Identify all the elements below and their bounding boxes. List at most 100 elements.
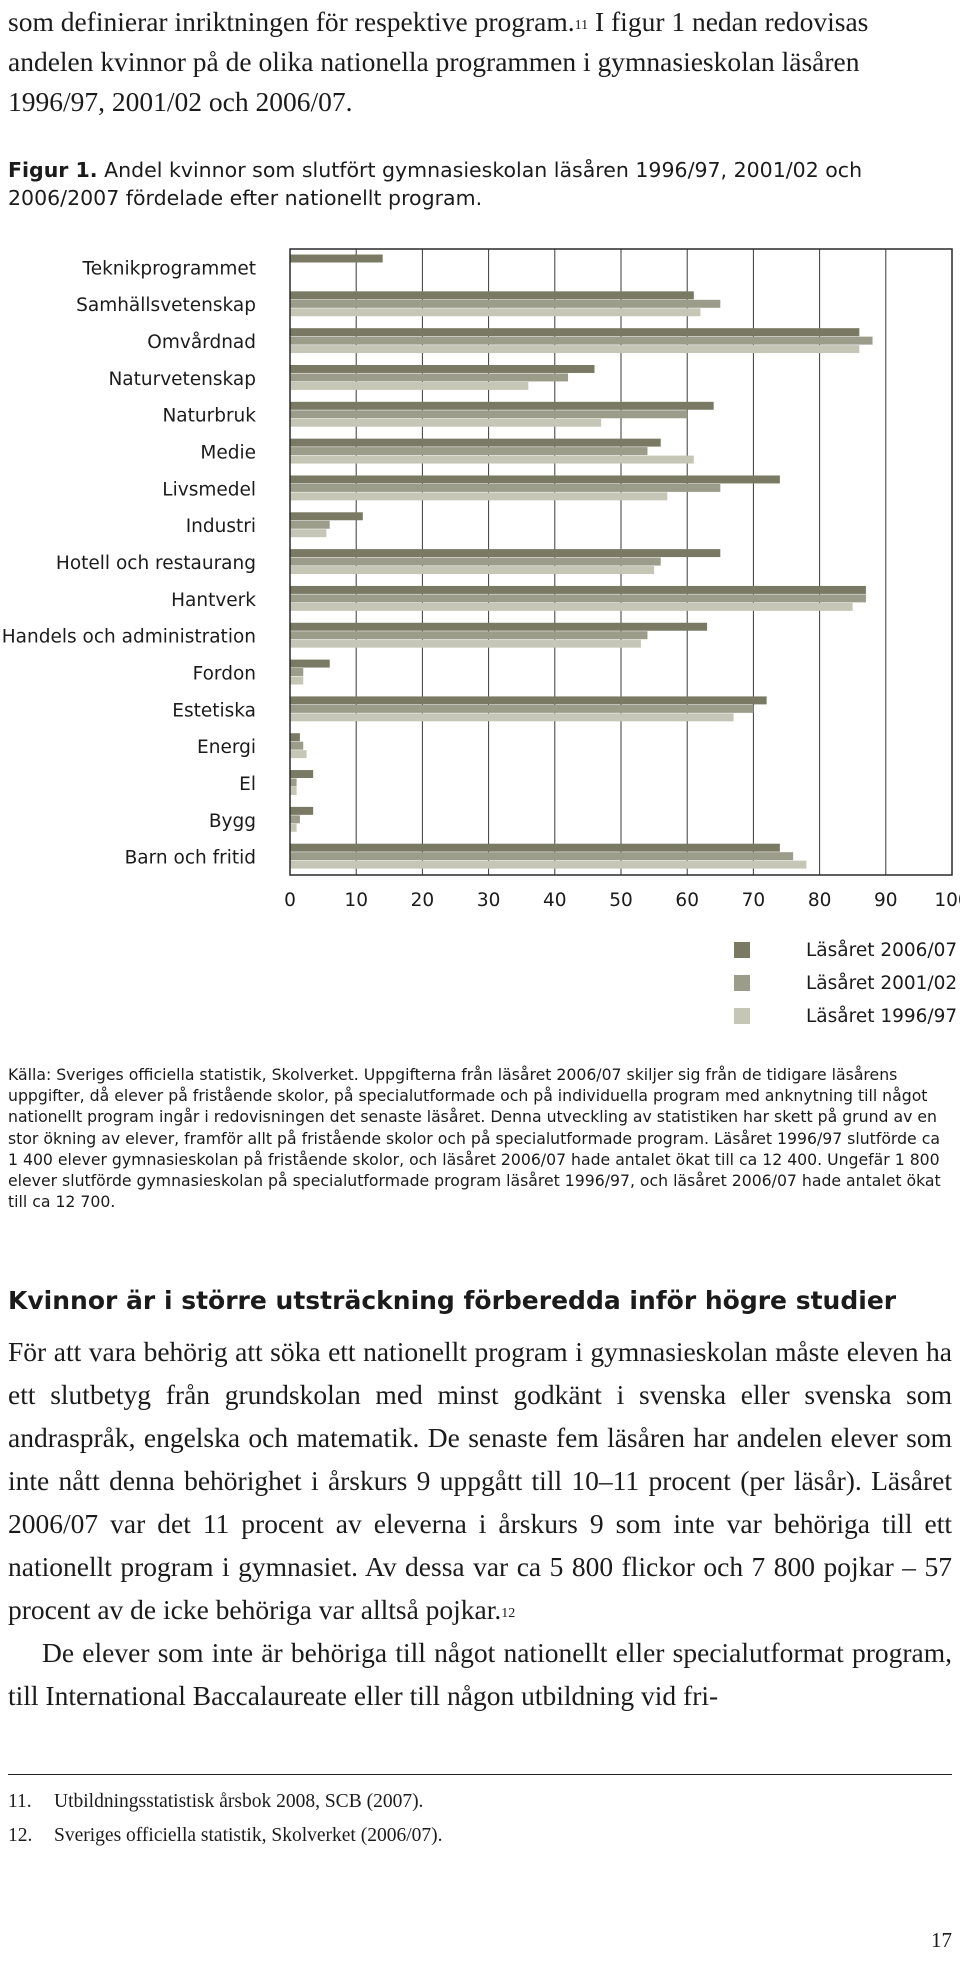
bar bbox=[290, 750, 307, 759]
bar bbox=[290, 823, 297, 832]
category-label: Barn och fritid bbox=[125, 848, 256, 869]
footnotes: 11. Utbildningsstatistisk årsbok 2008, S… bbox=[8, 1785, 443, 1853]
body-text: För att vara behörig att söka ett nation… bbox=[8, 1330, 952, 1717]
bar bbox=[290, 843, 780, 852]
bar bbox=[290, 475, 780, 484]
bar bbox=[290, 549, 721, 558]
bar bbox=[290, 852, 794, 861]
legend-swatch bbox=[734, 975, 750, 991]
legend-label: Läsåret 1996/97 bbox=[806, 1006, 957, 1027]
x-tick-label: 40 bbox=[543, 890, 567, 911]
footnote-text: Utbildningsstatistisk årsbok 2008, SCB (… bbox=[54, 1791, 424, 1812]
x-tick-label: 100 bbox=[934, 890, 960, 911]
category-label: Naturbruk bbox=[162, 406, 256, 427]
bar bbox=[290, 492, 668, 501]
bar bbox=[290, 786, 297, 795]
bar bbox=[290, 512, 363, 521]
bar bbox=[290, 631, 648, 640]
bar bbox=[290, 639, 641, 648]
page-number: 17 bbox=[931, 1928, 952, 1952]
bar bbox=[290, 438, 661, 447]
body-paragraph-1-text: För att vara behörig att söka ett nation… bbox=[8, 1336, 952, 1625]
bar bbox=[290, 299, 721, 308]
category-label: Samhällsvetenskap bbox=[76, 295, 256, 316]
bar bbox=[290, 254, 383, 263]
x-tick-label: 60 bbox=[675, 890, 699, 911]
bar bbox=[290, 741, 304, 750]
bar bbox=[290, 381, 529, 390]
bar bbox=[290, 447, 648, 456]
bar bbox=[290, 806, 314, 815]
figure-caption-text: Andel kvinnor som slutfört gymnasieskola… bbox=[8, 158, 863, 210]
footnote-divider bbox=[8, 1774, 952, 1775]
bar bbox=[290, 668, 304, 677]
bar bbox=[290, 778, 297, 787]
legend-swatch bbox=[734, 942, 750, 958]
bar bbox=[290, 529, 327, 538]
figure-label: Figur 1. bbox=[8, 158, 98, 182]
bar bbox=[290, 345, 860, 354]
x-tick-label: 70 bbox=[742, 890, 766, 911]
bar bbox=[290, 373, 569, 382]
category-label: Livsmedel bbox=[162, 479, 256, 500]
bar bbox=[290, 483, 721, 492]
x-tick-label: 80 bbox=[808, 890, 832, 911]
section-heading: Kvinnor är i större utsträckning förbere… bbox=[8, 1286, 897, 1315]
bar bbox=[290, 364, 595, 373]
bar bbox=[290, 602, 853, 611]
bar bbox=[290, 455, 694, 464]
category-label: Omvårdnad bbox=[147, 332, 256, 353]
bar bbox=[290, 566, 655, 575]
footnote-number: 12. bbox=[8, 1825, 33, 1846]
footnote-ref-12: 12 bbox=[501, 1606, 516, 1621]
bar bbox=[290, 418, 602, 427]
footnote-ref-11: 11 bbox=[574, 18, 589, 33]
bar bbox=[290, 770, 314, 779]
x-tick-label: 0 bbox=[284, 890, 296, 911]
footnote-text: Sveriges officiella statistik, Skolverke… bbox=[54, 1825, 443, 1846]
x-tick-label: 20 bbox=[411, 890, 435, 911]
bar bbox=[290, 520, 330, 529]
body-paragraph-2: De elever som inte är behöriga till någo… bbox=[8, 1637, 952, 1711]
bar bbox=[290, 860, 807, 869]
bar bbox=[290, 696, 767, 705]
category-label: Fordon bbox=[193, 663, 256, 684]
category-label: Naturvetenskap bbox=[108, 369, 256, 390]
bar bbox=[290, 410, 688, 419]
footnote-12: 12. Sveriges officiella statistik, Skolv… bbox=[8, 1819, 443, 1853]
bar bbox=[290, 622, 708, 631]
legend-label: Läsåret 2006/07 bbox=[806, 940, 957, 961]
bar bbox=[290, 308, 701, 317]
bar bbox=[290, 704, 754, 713]
intro-paragraph: som definierar inriktningen för respekti… bbox=[8, 2, 953, 122]
source-note: Källa: Sveriges officiella statistik, Sk… bbox=[8, 1065, 941, 1212]
body-paragraph-1: För att vara behörig att söka ett nation… bbox=[8, 1330, 952, 1631]
intro-text: som definierar inriktningen för respekti… bbox=[8, 6, 575, 37]
bar bbox=[290, 401, 714, 410]
x-tick-label: 10 bbox=[344, 890, 368, 911]
bar bbox=[290, 733, 300, 742]
legend-swatch bbox=[734, 1008, 750, 1024]
category-label: Handels och administration bbox=[2, 627, 256, 648]
x-tick-label: 50 bbox=[609, 890, 633, 911]
bar bbox=[290, 328, 860, 337]
bar bbox=[290, 291, 694, 300]
x-tick-label: 90 bbox=[874, 890, 898, 911]
bar bbox=[290, 594, 866, 603]
bar bbox=[290, 815, 300, 824]
bar bbox=[290, 336, 873, 345]
category-label: El bbox=[239, 774, 256, 795]
footnote-number: 11. bbox=[8, 1791, 32, 1812]
bar bbox=[290, 557, 661, 566]
bar bbox=[290, 676, 304, 685]
category-label: Estetiska bbox=[172, 700, 256, 721]
category-label: Hantverk bbox=[171, 590, 256, 611]
bar bbox=[290, 585, 866, 594]
footnote-11: 11. Utbildningsstatistisk årsbok 2008, S… bbox=[8, 1785, 443, 1819]
x-tick-label: 30 bbox=[477, 890, 501, 911]
bar-chart: Teknikprogrammet Samhällsvetenskap Omvårdn… bbox=[2, 248, 960, 1027]
category-label: Hotell och restaurang bbox=[56, 553, 256, 574]
category-label: Bygg bbox=[209, 811, 256, 832]
intro-text-continued: I figur 1 nedan redovisas andelen kvinno… bbox=[8, 6, 869, 117]
bar bbox=[290, 713, 734, 722]
